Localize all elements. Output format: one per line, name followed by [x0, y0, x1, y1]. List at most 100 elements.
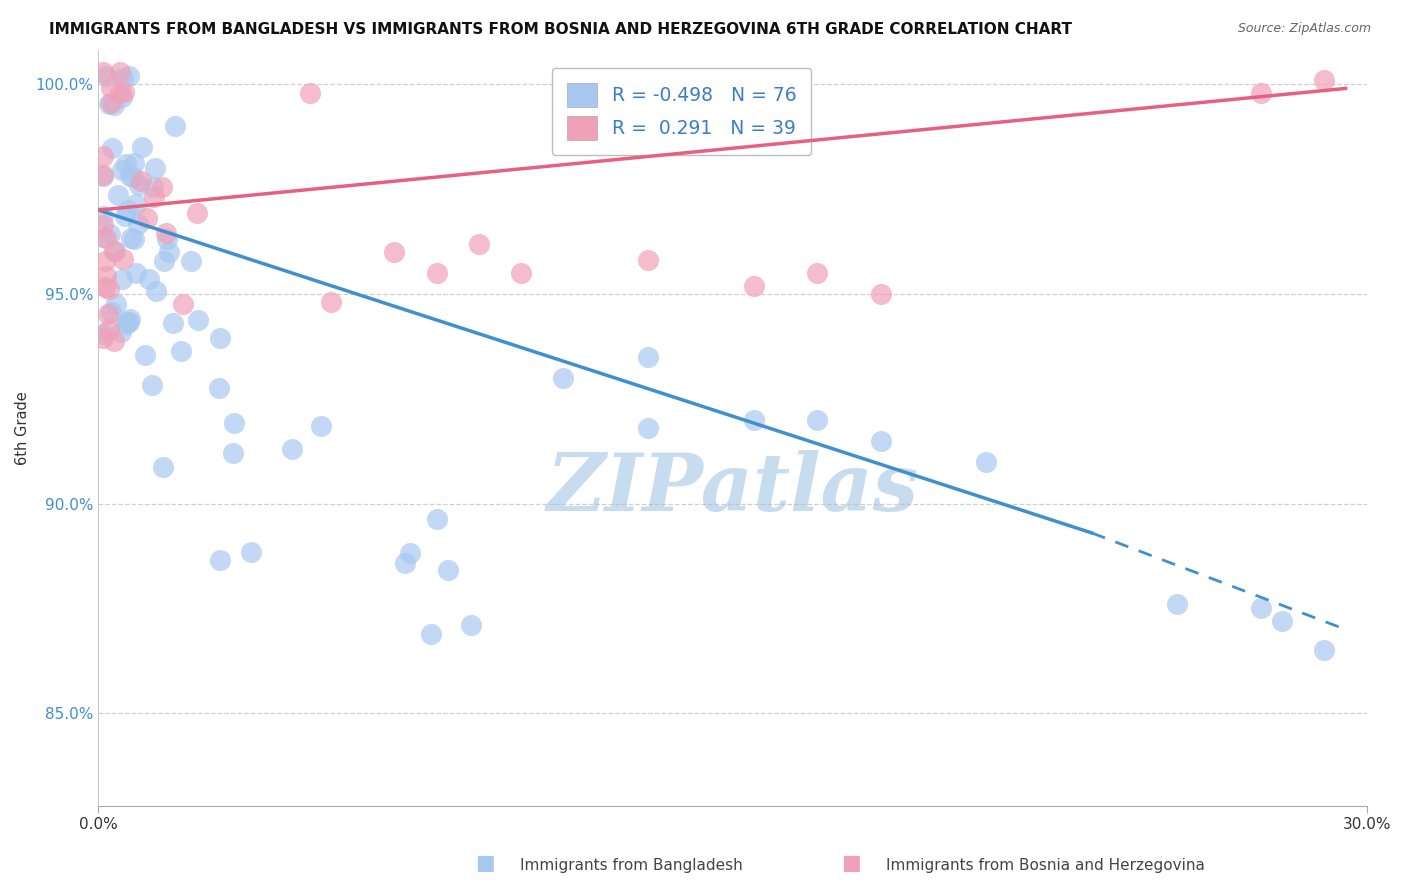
Text: Immigrants from Bangladesh: Immigrants from Bangladesh [520, 858, 742, 872]
Point [125, 266, 148, 280]
Point [94, 280, 117, 294]
Point [1250, 86, 1272, 100]
Point [112, 85, 135, 99]
Point [108, 64, 131, 78]
Point [107, 187, 129, 202]
Point [115, 314, 138, 328]
Point [974, 455, 997, 469]
Point [122, 232, 145, 246]
Point [437, 563, 460, 577]
Point [108, 86, 131, 100]
Point [97, 97, 120, 112]
Point [180, 253, 202, 268]
Point [394, 556, 416, 570]
Point [91, 326, 114, 341]
Point [222, 446, 245, 460]
Text: IMMIGRANTS FROM BANGLADESH VS IMMIGRANTS FROM BOSNIA AND HERZEGOVINA 6TH GRADE C: IMMIGRANTS FROM BANGLADESH VS IMMIGRANTS… [49, 22, 1073, 37]
Point [100, 141, 122, 155]
Y-axis label: 6th Grade: 6th Grade [15, 392, 30, 465]
Point [1313, 643, 1336, 657]
Point [281, 442, 304, 456]
Point [207, 381, 229, 395]
Text: ■: ■ [841, 853, 860, 872]
Point [125, 197, 148, 211]
Point [637, 253, 659, 268]
Point [91, 331, 114, 345]
Point [91, 149, 114, 163]
Point [100, 80, 122, 95]
Point [1313, 73, 1336, 87]
Point [637, 350, 659, 364]
Point [117, 202, 139, 217]
Point [103, 98, 125, 112]
Point [806, 413, 828, 427]
Point [100, 96, 122, 111]
Point [122, 156, 145, 170]
Point [103, 334, 125, 348]
Point [152, 253, 174, 268]
Point [143, 190, 166, 204]
Point [110, 271, 132, 285]
Point [209, 331, 232, 345]
Point [239, 545, 262, 559]
Point [209, 553, 232, 567]
Point [129, 174, 152, 188]
Point [309, 419, 332, 434]
Point [1271, 614, 1294, 628]
Point [91, 64, 114, 78]
Point [98, 282, 121, 296]
Point [143, 161, 166, 176]
Point [157, 244, 180, 259]
Point [187, 313, 209, 327]
Point [118, 312, 141, 326]
Point [110, 325, 132, 339]
Point [298, 86, 321, 100]
Point [97, 307, 120, 321]
Text: Immigrants from Bosnia and Herzegovina: Immigrants from Bosnia and Herzegovina [886, 858, 1205, 872]
Point [121, 169, 143, 184]
Point [94, 269, 117, 284]
Point [128, 178, 150, 192]
Point [319, 295, 342, 310]
Point [419, 626, 441, 640]
Point [97, 322, 120, 336]
Point [399, 546, 422, 560]
Text: ZIPatlas: ZIPatlas [547, 450, 918, 527]
Point [172, 297, 194, 311]
Point [111, 90, 134, 104]
Point [103, 244, 125, 258]
Text: ■: ■ [475, 853, 495, 872]
Point [869, 434, 891, 448]
Point [186, 206, 208, 220]
Point [162, 317, 184, 331]
Point [460, 617, 482, 632]
Point [138, 272, 160, 286]
Point [111, 162, 134, 177]
Point [170, 344, 193, 359]
Point [91, 209, 114, 223]
Point [111, 70, 134, 85]
Point [141, 378, 163, 392]
Point [114, 317, 136, 331]
Point [94, 69, 117, 83]
Point [131, 140, 153, 154]
Point [118, 69, 141, 83]
Point [806, 266, 828, 280]
Point [93, 254, 115, 268]
Text: Source: ZipAtlas.com: Source: ZipAtlas.com [1237, 22, 1371, 36]
Point [91, 218, 114, 232]
Point [135, 211, 157, 226]
Point [96, 231, 118, 245]
Point [134, 348, 156, 362]
Point [114, 209, 136, 223]
Point [224, 416, 246, 430]
Point [165, 119, 187, 133]
Point [91, 169, 114, 183]
Point [104, 244, 127, 259]
Point [150, 180, 173, 194]
Point [98, 227, 121, 242]
Point [382, 245, 405, 260]
Point [142, 180, 165, 194]
Point [468, 236, 491, 251]
Point [426, 266, 449, 280]
